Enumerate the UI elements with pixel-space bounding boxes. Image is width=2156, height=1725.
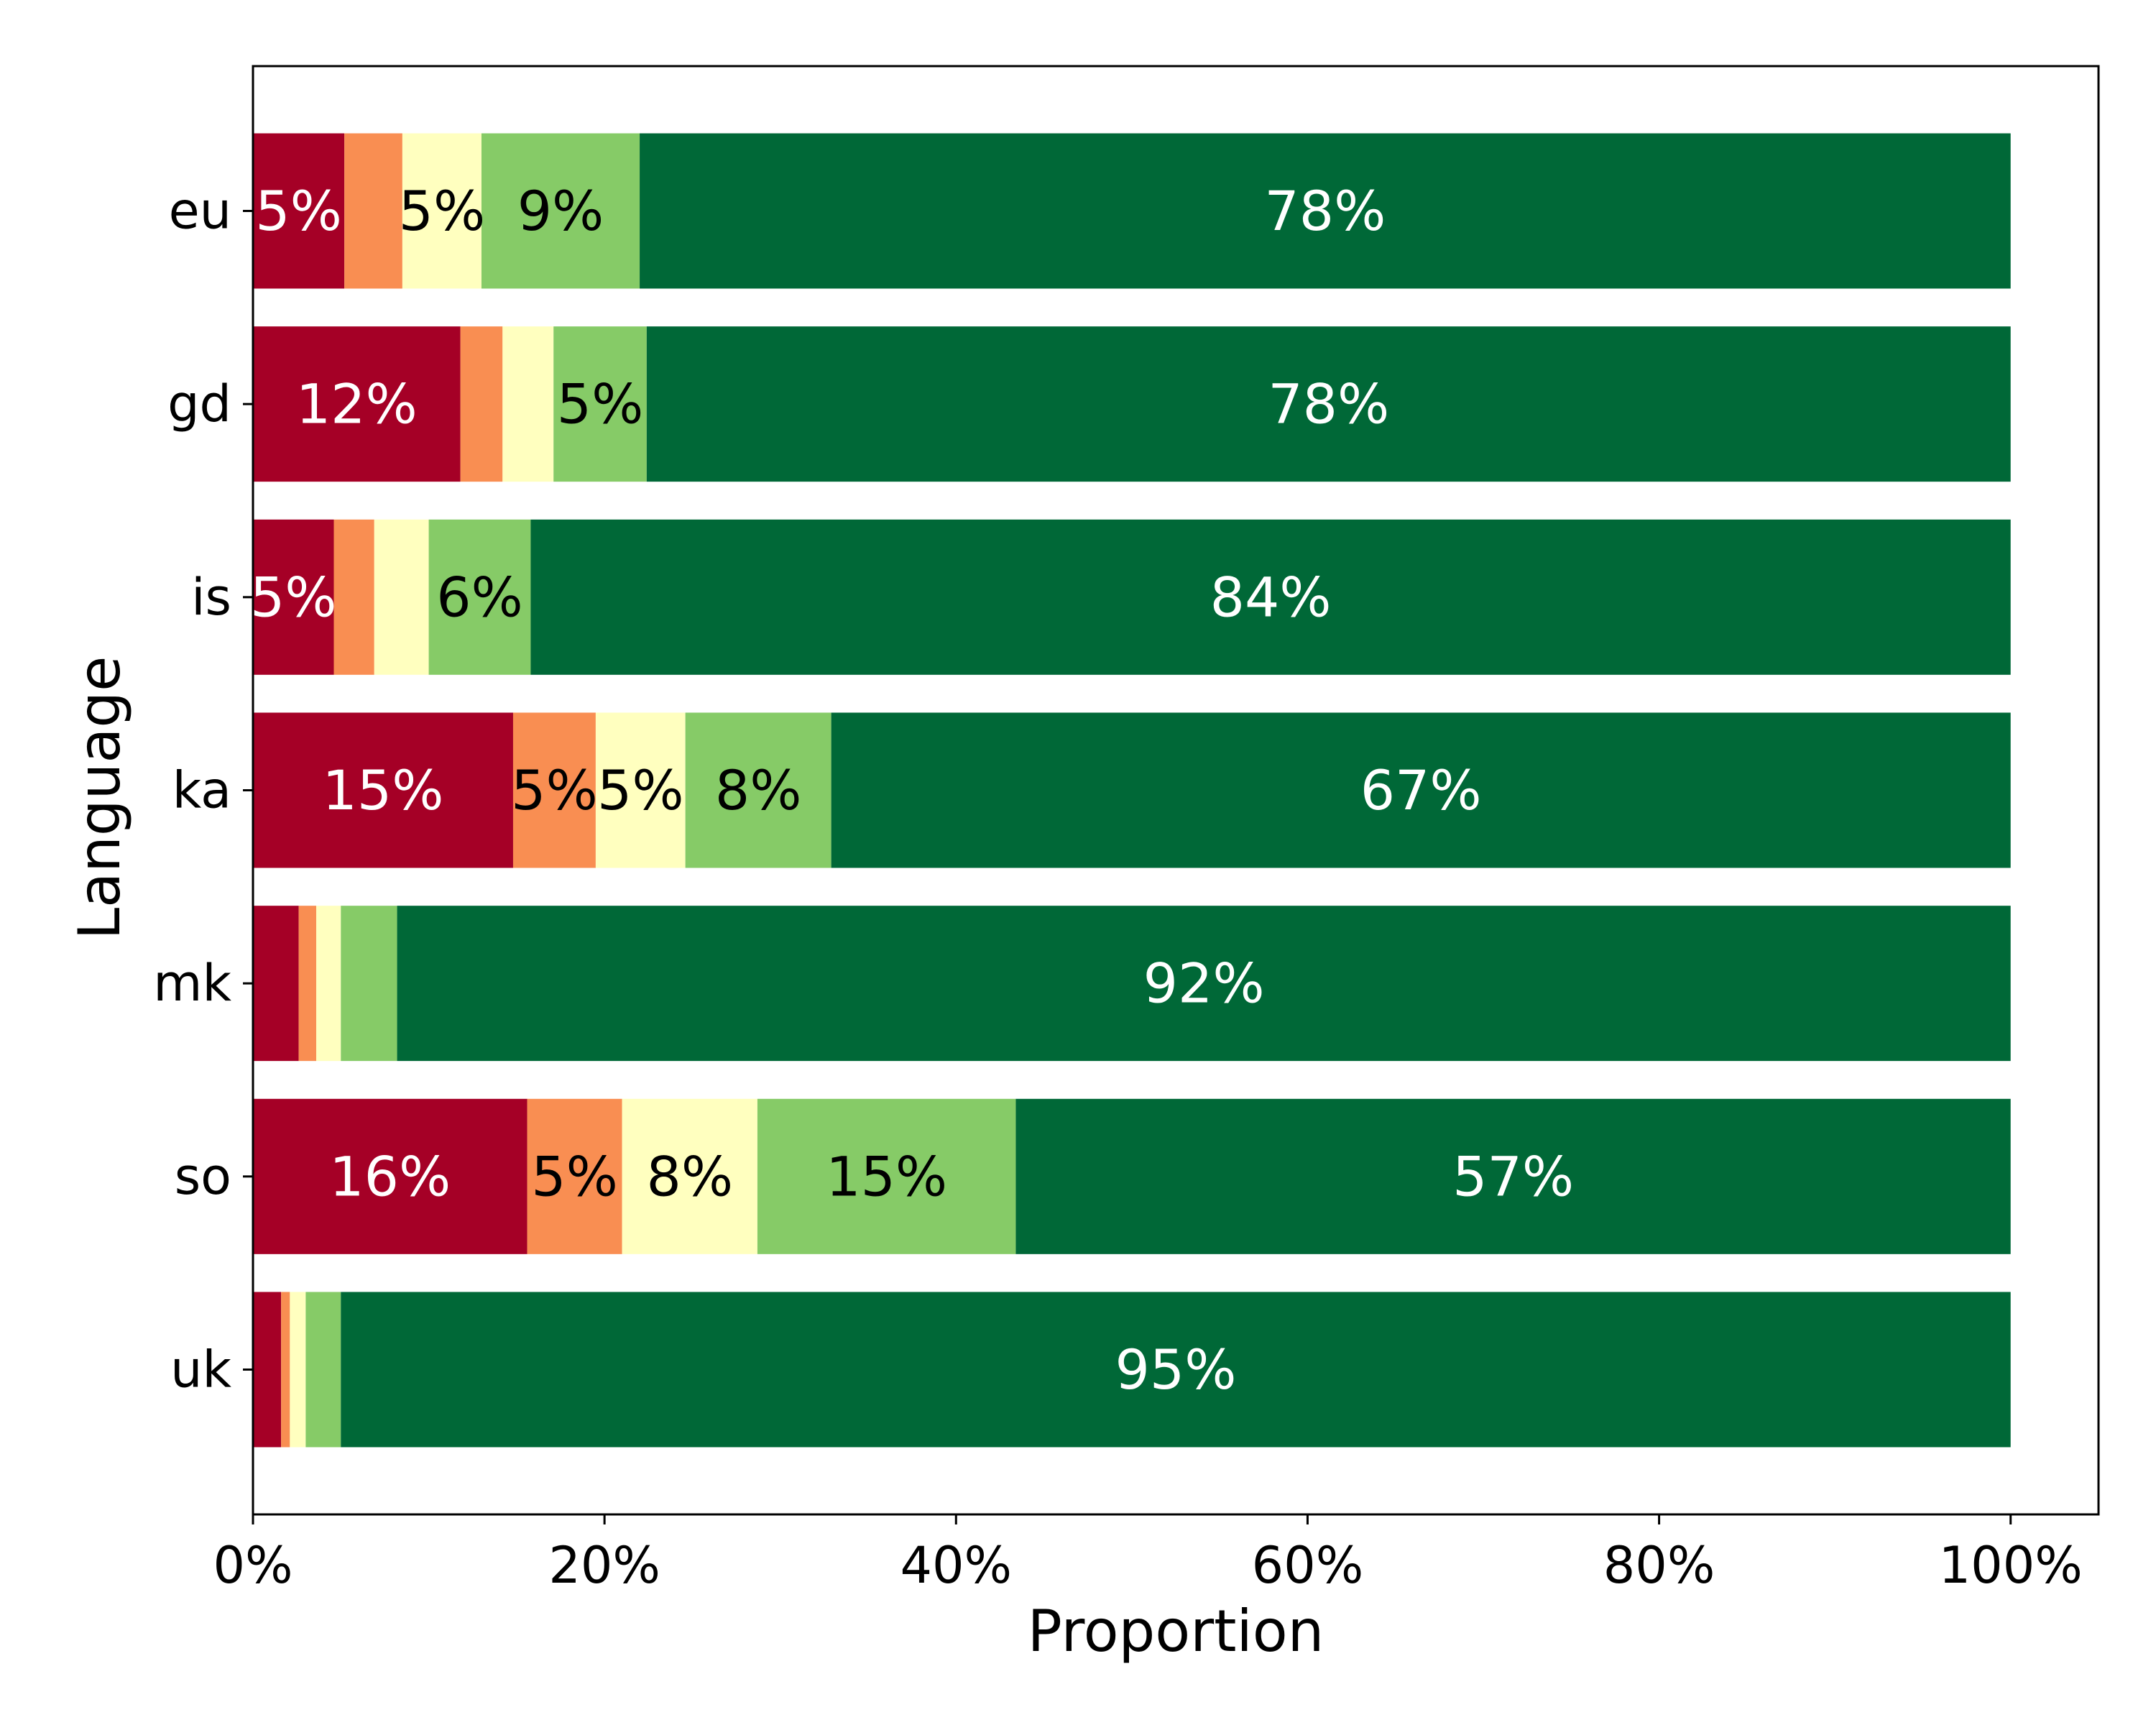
bar-segment-mk-5 — [397, 906, 2011, 1062]
bar-label-so-2: 5% — [531, 1144, 618, 1208]
y-tick-label-uk: uk — [170, 1340, 231, 1399]
bar-label-eu-5: 78% — [1264, 179, 1386, 243]
bar-segment-ka-5 — [831, 712, 2011, 868]
bar-segment-uk-4 — [305, 1292, 341, 1448]
bar-segment-gd-2 — [460, 326, 503, 482]
bar-segment-eu-1 — [253, 133, 345, 289]
bar-segment-is-2 — [333, 519, 374, 675]
x-tick-label: 100% — [1939, 1536, 2083, 1595]
bar-label-ka-5: 67% — [1360, 758, 1482, 822]
bar-segment-gd-5 — [646, 326, 2011, 482]
bar-segment-mk-1 — [253, 906, 299, 1062]
bar-segment-eu-3 — [402, 133, 482, 289]
bar-label-so-4: 15% — [826, 1144, 947, 1208]
bar-segment-is-3 — [374, 519, 429, 675]
bar-label-is-5: 84% — [1210, 565, 1332, 629]
x-tick-label: 40% — [900, 1536, 1012, 1595]
bar-label-ka-1: 15% — [323, 758, 444, 822]
bar-label-gd-4: 5% — [557, 372, 644, 436]
bar-segment-ka-3 — [595, 712, 686, 868]
bar-segment-mk-2 — [298, 906, 317, 1062]
bar-label-gd-5: 78% — [1268, 372, 1389, 436]
bar-segment-gd-3 — [502, 326, 554, 482]
bar-segment-so-1 — [253, 1098, 528, 1254]
bar-segment-so-5 — [1015, 1098, 2011, 1254]
bar-label-so-1: 16% — [329, 1144, 451, 1208]
bar-label-ka-4: 8% — [715, 758, 802, 822]
bar-label-so-3: 8% — [646, 1144, 733, 1208]
y-axis-title: Language — [66, 656, 133, 940]
bar-segment-is-1 — [253, 519, 334, 675]
bar-label-ka-2: 5% — [511, 758, 598, 822]
y-tick-label-is: is — [191, 568, 231, 627]
bar-segment-uk-2 — [281, 1292, 290, 1448]
y-tick-label-so: so — [175, 1147, 231, 1206]
bar-label-is-4: 6% — [436, 565, 523, 629]
bar-label-mk-5: 92% — [1143, 952, 1265, 1016]
bar-segment-gd-4 — [553, 326, 647, 482]
bar-label-uk-5: 95% — [1115, 1338, 1237, 1402]
bar-segment-uk-1 — [253, 1292, 282, 1448]
bar-segment-uk-5 — [341, 1292, 2011, 1448]
bar-segment-so-2 — [527, 1098, 622, 1254]
bar-segment-mk-4 — [341, 906, 397, 1062]
bar-segment-ka-1 — [253, 712, 513, 868]
y-tick-label-eu: eu — [169, 182, 231, 241]
bar-label-ka-3: 5% — [597, 758, 684, 822]
bar-segment-ka-4 — [685, 712, 831, 868]
bar-segment-uk-3 — [290, 1292, 306, 1448]
y-tick-label-gd: gd — [167, 374, 231, 433]
bar-segment-so-3 — [622, 1098, 757, 1254]
x-tick-label: 60% — [1252, 1536, 1364, 1595]
bar-segment-mk-3 — [316, 906, 341, 1062]
bar-segment-gd-1 — [253, 326, 461, 482]
bar-label-eu-4: 9% — [517, 179, 604, 243]
bar-label-is-1: 5% — [250, 565, 337, 629]
y-tick-label-ka: ka — [172, 761, 231, 820]
y-tick-label-mk: mk — [153, 954, 231, 1013]
bar-segment-so-4 — [757, 1098, 1016, 1254]
bar-label-eu-1: 5% — [255, 179, 342, 243]
bar-segment-ka-2 — [512, 712, 596, 868]
bar-segment-eu-4 — [481, 133, 640, 289]
bar-segment-eu-2 — [344, 133, 402, 289]
bar-segment-is-5 — [530, 519, 2011, 675]
bar-label-gd-1: 12% — [296, 372, 418, 436]
x-tick-label: 0% — [213, 1536, 292, 1595]
bar-label-eu-3: 5% — [399, 179, 486, 243]
bar-label-so-5: 57% — [1452, 1144, 1574, 1208]
bar-segment-eu-5 — [640, 133, 2011, 289]
x-tick-label: 20% — [548, 1536, 660, 1595]
bar-segment-is-4 — [428, 519, 531, 675]
x-axis-title: Proportion — [1028, 1598, 1325, 1665]
x-tick-label: 80% — [1603, 1536, 1715, 1595]
